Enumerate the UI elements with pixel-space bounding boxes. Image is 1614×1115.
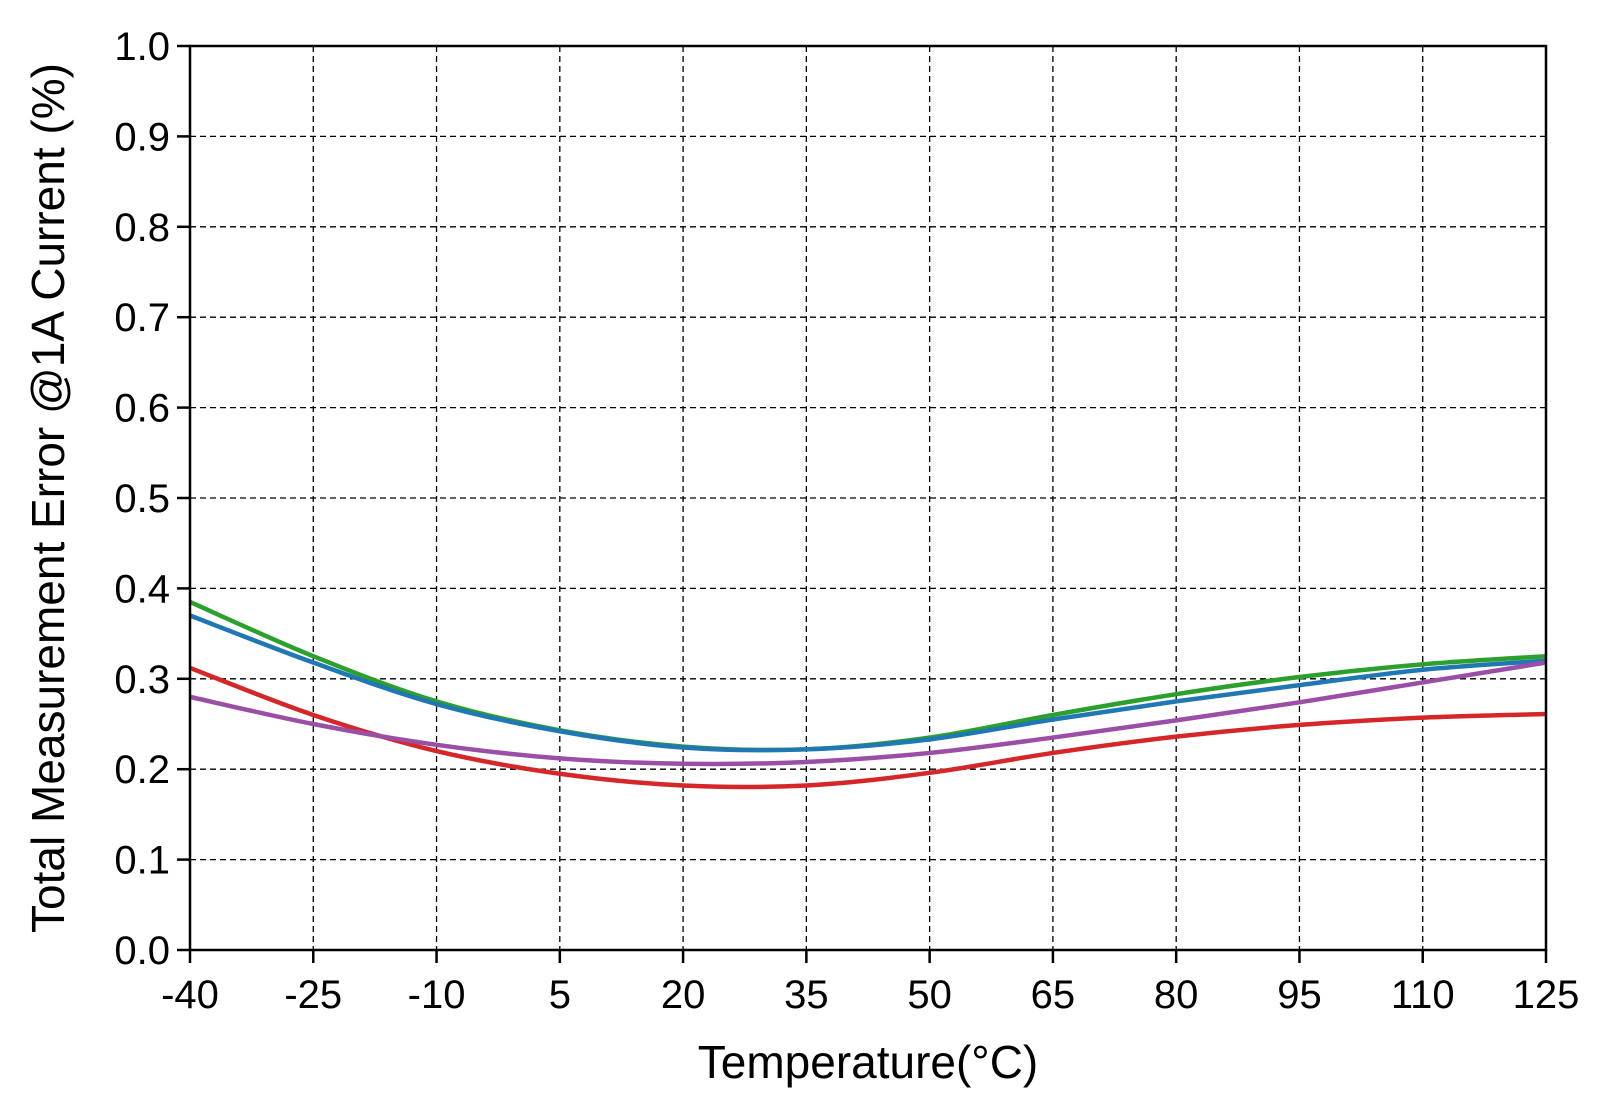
y-tick-label: 0.6 (114, 387, 170, 431)
x-tick-label: 65 (1031, 973, 1076, 1017)
x-tick-label: 110 (1391, 973, 1455, 1017)
y-tick-label: 0.9 (114, 115, 170, 159)
y-tick-label: 0.4 (114, 567, 170, 611)
y-tick-label: 0.1 (114, 839, 170, 883)
y-tick-label: 0.8 (114, 206, 170, 250)
y-tick-label: 0.2 (114, 748, 170, 792)
x-tick-label: 20 (661, 973, 706, 1017)
x-tick-label: 35 (784, 973, 829, 1017)
series-group (189, 599, 1547, 790)
x-tick-label: 125 (1513, 973, 1580, 1017)
y-tick-label: 0.0 (114, 929, 170, 973)
series-line-3 (189, 665, 1547, 790)
x-tick-label: 5 (549, 973, 571, 1017)
series-line-2 (189, 613, 1547, 753)
series-line-4 (189, 660, 1547, 767)
x-tick-label: -10 (408, 973, 466, 1017)
x-tick-label: 50 (907, 973, 952, 1017)
x-axis-label: Temperature(°C) (698, 1036, 1039, 1088)
y-tick-label: 0.3 (114, 658, 170, 702)
x-tick-label: 95 (1277, 973, 1322, 1017)
x-tick-label: 80 (1154, 973, 1199, 1017)
x-tick-label: -40 (161, 973, 219, 1017)
x-tick-label: -25 (284, 973, 342, 1017)
y-axis-label: Total Measurement Error @1A Current (%) (22, 63, 74, 933)
grid (189, 45, 1547, 951)
y-tick-label: 0.7 (114, 296, 170, 340)
ticks: -40 -25 -10 5 20 35 50 65 80 95 110 125 0.0 0.1 0.2 0.3… (114, 25, 1579, 1017)
y-tick-label: 1.0 (114, 25, 170, 69)
y-tick-label: 0.5 (114, 477, 170, 521)
series-line-1 (189, 599, 1547, 753)
